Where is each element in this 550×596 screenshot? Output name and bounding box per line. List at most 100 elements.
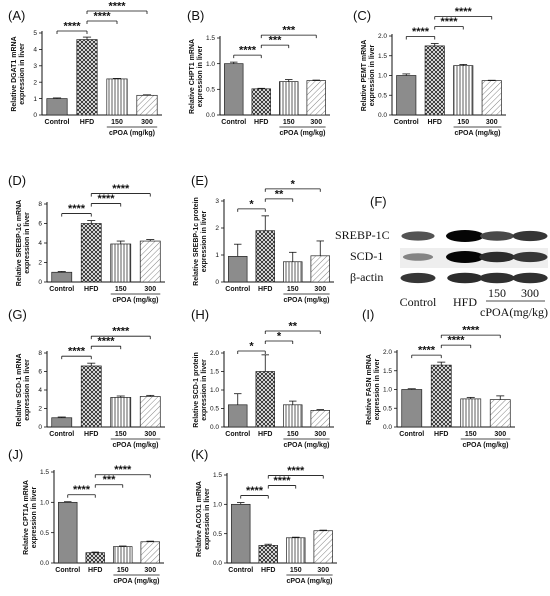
x-tick-label: 150 <box>287 286 299 293</box>
bar <box>228 256 248 283</box>
y-tick-label: 0.0 <box>40 560 49 567</box>
panel-label: (C) <box>353 8 371 23</box>
bar <box>106 78 128 116</box>
significance-label: **** <box>97 193 115 205</box>
bar <box>286 537 306 564</box>
y-tick-label: 6 <box>38 369 42 376</box>
bar <box>283 261 303 283</box>
blot-band <box>479 251 515 263</box>
y-tick-label: 0.5 <box>213 531 222 538</box>
bar <box>306 80 326 116</box>
x-tick-label: Control <box>49 286 74 293</box>
x-tick-label: HFD <box>80 119 94 126</box>
y-tick-label: 1 <box>215 252 219 259</box>
y-tick-label: 2 <box>33 79 37 86</box>
x-tick-label: 300 <box>144 286 156 293</box>
group-label: cPOA (mg/kg) <box>113 578 159 585</box>
y-axis-label: Relative SREBP-1c proteinexpression in l… <box>193 197 208 286</box>
significance-label: **** <box>97 336 115 348</box>
bar <box>255 230 275 283</box>
y-tick-label: 1.0 <box>40 500 49 507</box>
significance-label: **** <box>239 45 257 57</box>
y-axis-label-line: Relative SCD-1 mRNA <box>16 353 23 426</box>
blot-band <box>512 251 548 263</box>
y-axis-label-line: Relative ACOX1 mRNA <box>196 481 203 557</box>
bar <box>224 63 244 116</box>
y-axis-label-line: expression in liver <box>201 359 208 421</box>
significance-label: **** <box>68 346 86 358</box>
significance-label: **** <box>108 1 126 13</box>
group-label: cPOA (mg/kg) <box>109 130 155 137</box>
x-tick-label: Control <box>221 119 246 126</box>
x-tick-label: Control <box>394 119 419 126</box>
x-tick-label: 300 <box>141 119 153 126</box>
chart-panel-i: (I) Relative FASN mRNAexpression in liver… <box>362 307 515 449</box>
x-tick-label: 300 <box>144 431 156 438</box>
significance-label: **** <box>455 6 473 18</box>
bar <box>396 75 417 116</box>
y-tick-label: 4 <box>38 387 42 394</box>
x-tick-label: HFD <box>258 286 272 293</box>
bar <box>481 80 502 116</box>
bar <box>460 398 482 428</box>
significance-label: **** <box>440 16 458 28</box>
significance-label: **** <box>114 464 132 476</box>
x-tick-label: 150 <box>283 119 295 126</box>
significance-label: **** <box>112 326 130 338</box>
x-tick-label: 150 <box>115 286 127 293</box>
y-tick-label: 0.0 <box>213 560 222 567</box>
significance-label: **** <box>93 11 111 23</box>
chart-panel-d: (D) Relative SREBP-1c mRNAexpression in l… <box>8 173 165 304</box>
significance-label: *** <box>269 35 283 47</box>
y-tick-label: 0.5 <box>206 87 215 94</box>
x-tick-label: 150 <box>457 119 469 126</box>
y-tick-label: 4 <box>33 47 37 54</box>
y-tick-label: 1.5 <box>383 368 392 375</box>
x-tick-label: 300 <box>314 431 326 438</box>
x-tick-label: HFD <box>258 431 272 438</box>
chart-panel-c: (C) Relative PEMT mRNAexpression in liver… <box>353 6 506 137</box>
bar <box>279 81 299 116</box>
y-tick-label: 0.5 <box>40 530 49 537</box>
bar <box>313 530 333 564</box>
bar <box>255 371 275 428</box>
chart-panel-b: (B) Relative CHPT1 mRNAexpression in live… <box>187 8 330 137</box>
bar <box>139 396 161 428</box>
group-label: cPOA (mg/kg) <box>112 442 158 449</box>
x-tick-label: HFD <box>428 119 442 126</box>
blot-band <box>401 231 435 241</box>
chart-panel-h: (H) Relative SCD-1 proteinexpression in l… <box>191 307 334 449</box>
significance-label: * <box>249 341 254 353</box>
y-tick-label: 1.5 <box>206 35 215 42</box>
bar <box>140 541 160 564</box>
panel-label: (B) <box>187 8 204 23</box>
panel-label: (J) <box>8 447 23 462</box>
western-blot-panel: (F) SREBP-1C SCD-1 β-actin Control HFD 1… <box>335 194 548 319</box>
panel-label: (E) <box>191 173 208 188</box>
y-tick-label: 5 <box>33 30 37 37</box>
y-axis-label-line: Relative PEMT mRNA <box>361 40 368 112</box>
y-tick-label: 1.0 <box>383 387 392 394</box>
x-tick-label: 150 <box>465 431 477 438</box>
y-tick-label: 3 <box>33 63 37 70</box>
blot-lane-label: Control <box>400 295 437 309</box>
y-axis-label: Relative SCD-1 proteinexpression in live… <box>193 352 208 427</box>
bar <box>58 501 78 564</box>
x-tick-label: 300 <box>314 286 326 293</box>
blot-band <box>446 230 484 242</box>
bar <box>51 417 73 428</box>
significance-label: * <box>277 331 282 343</box>
group-label: cPOA (mg/kg) <box>283 297 329 304</box>
blot-lane-label: HFD <box>453 295 477 309</box>
significance-label: **** <box>246 485 264 497</box>
group-label: cPOA (mg/kg) <box>112 297 158 304</box>
y-axis-label-line: expression in liver <box>24 359 31 421</box>
x-tick-label: HFD <box>261 567 275 574</box>
bar <box>139 240 161 283</box>
panel-label: (A) <box>8 8 25 23</box>
x-tick-label: 150 <box>117 567 129 574</box>
significance-label: **** <box>418 345 436 357</box>
significance-label: **** <box>273 475 291 487</box>
significance-label: **** <box>412 26 430 38</box>
